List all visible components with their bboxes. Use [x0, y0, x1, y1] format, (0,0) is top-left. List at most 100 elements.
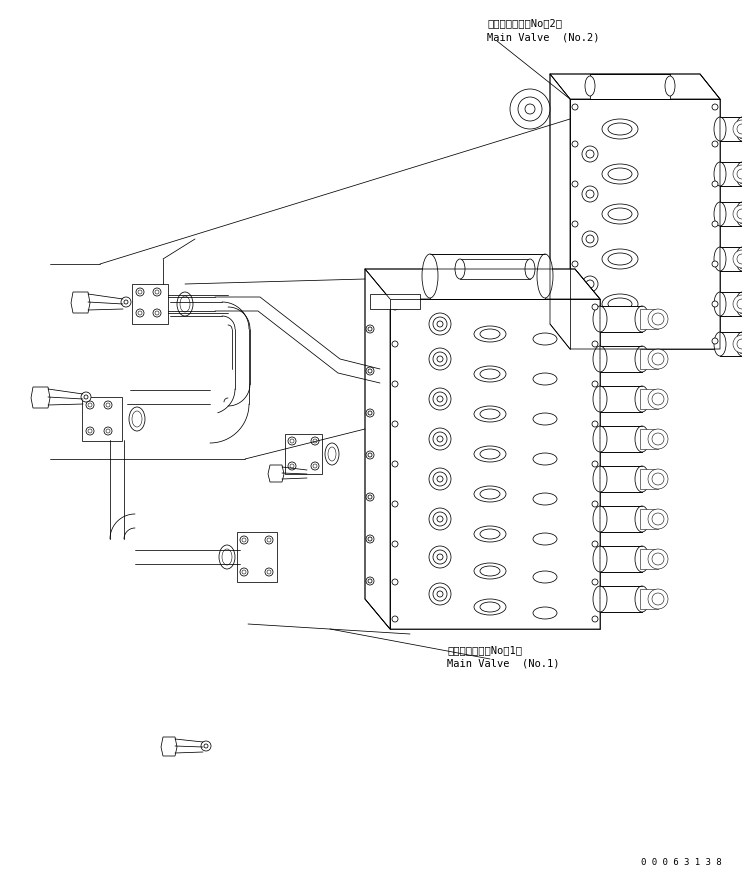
Circle shape — [104, 427, 112, 436]
Polygon shape — [365, 270, 390, 630]
Ellipse shape — [474, 487, 506, 503]
Circle shape — [652, 433, 664, 446]
Polygon shape — [740, 296, 742, 314]
Circle shape — [429, 546, 451, 568]
Ellipse shape — [219, 545, 235, 569]
Circle shape — [366, 410, 374, 417]
Circle shape — [652, 314, 664, 325]
Ellipse shape — [635, 346, 649, 373]
Circle shape — [592, 580, 598, 585]
Circle shape — [582, 187, 598, 203]
Circle shape — [392, 461, 398, 467]
Circle shape — [586, 151, 594, 159]
Ellipse shape — [593, 426, 607, 453]
Ellipse shape — [525, 260, 535, 280]
Ellipse shape — [593, 546, 607, 573]
Polygon shape — [740, 251, 742, 268]
Circle shape — [437, 322, 443, 328]
Circle shape — [712, 105, 718, 111]
Ellipse shape — [480, 602, 500, 612]
Ellipse shape — [608, 124, 632, 136]
Circle shape — [712, 182, 718, 188]
Polygon shape — [600, 506, 642, 532]
Circle shape — [136, 289, 144, 296]
Circle shape — [86, 402, 94, 410]
Circle shape — [572, 261, 578, 267]
Circle shape — [433, 393, 447, 407]
Circle shape — [433, 432, 447, 446]
Ellipse shape — [736, 163, 742, 187]
Circle shape — [366, 325, 374, 333]
Polygon shape — [640, 389, 658, 410]
Ellipse shape — [480, 567, 500, 576]
Ellipse shape — [635, 426, 649, 453]
Circle shape — [368, 369, 372, 374]
Ellipse shape — [537, 254, 553, 299]
Circle shape — [737, 300, 742, 310]
Polygon shape — [640, 510, 658, 530]
Ellipse shape — [480, 530, 500, 539]
Circle shape — [592, 502, 598, 508]
Circle shape — [392, 381, 398, 388]
Polygon shape — [640, 469, 658, 489]
Circle shape — [582, 146, 598, 163]
Circle shape — [592, 541, 598, 547]
Ellipse shape — [480, 330, 500, 339]
Circle shape — [648, 469, 668, 489]
Circle shape — [733, 121, 742, 139]
Ellipse shape — [714, 203, 726, 227]
Circle shape — [652, 353, 664, 366]
Ellipse shape — [474, 326, 506, 343]
Ellipse shape — [455, 260, 465, 280]
Circle shape — [712, 302, 718, 308]
Circle shape — [366, 494, 374, 502]
Circle shape — [88, 403, 92, 408]
Circle shape — [648, 389, 668, 410]
Circle shape — [712, 222, 718, 228]
Polygon shape — [600, 467, 642, 493]
Circle shape — [437, 396, 443, 403]
Ellipse shape — [635, 467, 649, 493]
Polygon shape — [720, 247, 742, 272]
Ellipse shape — [602, 204, 638, 225]
Ellipse shape — [328, 447, 336, 461]
Circle shape — [592, 617, 598, 623]
Circle shape — [267, 570, 271, 574]
Circle shape — [104, 402, 112, 410]
Circle shape — [592, 461, 598, 467]
Polygon shape — [720, 203, 742, 227]
Circle shape — [592, 381, 598, 388]
Circle shape — [648, 589, 668, 610]
Ellipse shape — [714, 247, 726, 272]
Ellipse shape — [593, 467, 607, 493]
Circle shape — [648, 310, 668, 330]
Text: メインバルブ（No．1）: メインバルブ（No．1） — [447, 645, 522, 654]
Circle shape — [313, 465, 317, 468]
Polygon shape — [390, 300, 600, 630]
Circle shape — [429, 348, 451, 371]
Ellipse shape — [635, 506, 649, 532]
Ellipse shape — [533, 414, 557, 425]
Ellipse shape — [593, 307, 607, 332]
Polygon shape — [640, 549, 658, 569]
Ellipse shape — [132, 411, 142, 427]
Circle shape — [429, 468, 451, 490]
Circle shape — [136, 310, 144, 317]
Polygon shape — [600, 546, 642, 573]
Circle shape — [433, 512, 447, 526]
Ellipse shape — [593, 387, 607, 412]
Ellipse shape — [480, 369, 500, 380]
Ellipse shape — [714, 332, 726, 357]
Circle shape — [648, 350, 668, 369]
Circle shape — [433, 473, 447, 487]
Circle shape — [592, 422, 598, 427]
Ellipse shape — [474, 446, 506, 462]
Polygon shape — [237, 532, 277, 582]
Circle shape — [433, 551, 447, 565]
Circle shape — [288, 438, 296, 446]
Polygon shape — [268, 466, 284, 482]
Circle shape — [429, 509, 451, 531]
Circle shape — [733, 166, 742, 184]
Polygon shape — [740, 121, 742, 139]
Polygon shape — [600, 307, 642, 332]
